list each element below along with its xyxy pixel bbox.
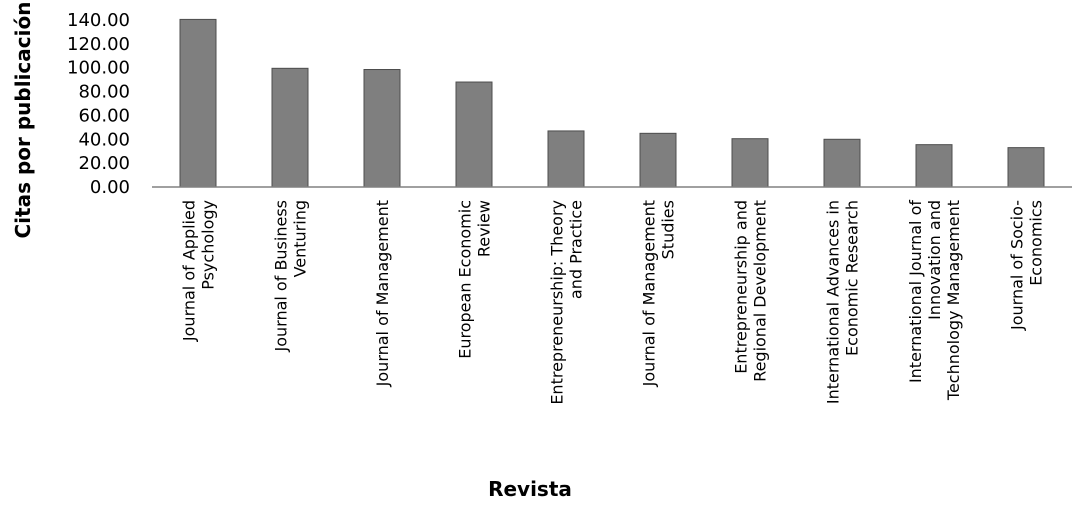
y-tick-label: 40.00 [78, 129, 130, 150]
bar [455, 81, 493, 188]
x-category-label: European Economic Review [456, 200, 494, 359]
x-category-label: Entrepreneurship and Regional Development [732, 200, 770, 382]
x-category-label: Journal of Management Studies [640, 200, 678, 387]
x-category-label: International Advances in Economic Resear… [824, 200, 862, 404]
x-category-label-line: Journal of Socio- [1008, 200, 1027, 331]
bar [731, 138, 769, 188]
bar [547, 130, 585, 188]
x-category-label-line: and Practice [567, 200, 586, 299]
x-axis-title: Revista [488, 477, 572, 501]
bar [823, 138, 861, 188]
x-category-label: Journal of Management [373, 200, 392, 387]
y-tick-label: 100.00 [67, 58, 130, 79]
bar [639, 132, 677, 188]
y-tick-label: 140.00 [67, 10, 130, 31]
x-category-label-line: Entrepreneurship and [732, 200, 751, 374]
x-category-label-line: Entrepreneurship: Theory [548, 200, 567, 405]
x-category-label-line: International Advances in [824, 200, 843, 404]
bar [363, 69, 401, 188]
y-tick-label: 120.00 [67, 34, 130, 55]
x-category-label: Journal of Applied Psychology [180, 200, 218, 342]
bar [915, 144, 953, 188]
x-category-label-line: Journal of Management [373, 200, 392, 387]
x-category-label: Journal of Socio- Economics [1008, 200, 1046, 331]
x-category-label-line: Journal of Business [272, 200, 291, 352]
x-category-label-line: Innovation and [925, 200, 944, 320]
x-category-label-line: Review [475, 200, 494, 257]
x-category-label: International Journal of Innovation and Te… [906, 200, 963, 401]
x-category-label: Journal of Business Venturing [272, 200, 310, 352]
bar [1007, 147, 1045, 188]
x-category-label-line: Psychology [199, 200, 218, 290]
x-category-label-line: Economics [1027, 200, 1046, 286]
bars-group [179, 18, 1045, 188]
y-tick-label: 0.00 [90, 177, 130, 198]
y-tick-label: 80.00 [78, 82, 130, 103]
x-category-label: Entrepreneurship: Theory and Practice [548, 200, 586, 405]
y-tick-label: 60.00 [78, 105, 130, 126]
bar [179, 18, 217, 188]
x-category-label-line: Journal of Management [640, 200, 659, 387]
y-axis-title: Citas por publicación [11, 2, 35, 239]
x-category-label-line: Journal of Applied [180, 200, 199, 342]
y-tick-label: 20.00 [78, 153, 130, 174]
x-category-label-line: European Economic [456, 200, 475, 359]
x-category-label-line: International Journal of [906, 200, 925, 383]
x-category-label-line: Venturing [291, 200, 310, 277]
x-axis-category-labels: Journal of Applied Psychology Journal of B… [180, 200, 1046, 405]
bar [271, 67, 309, 188]
x-category-label-line: Regional Development [751, 200, 770, 382]
x-category-label-line: Technology Management [944, 200, 963, 401]
x-category-label-line: Economic Research [843, 200, 862, 356]
x-category-label-line: Studies [659, 200, 678, 259]
